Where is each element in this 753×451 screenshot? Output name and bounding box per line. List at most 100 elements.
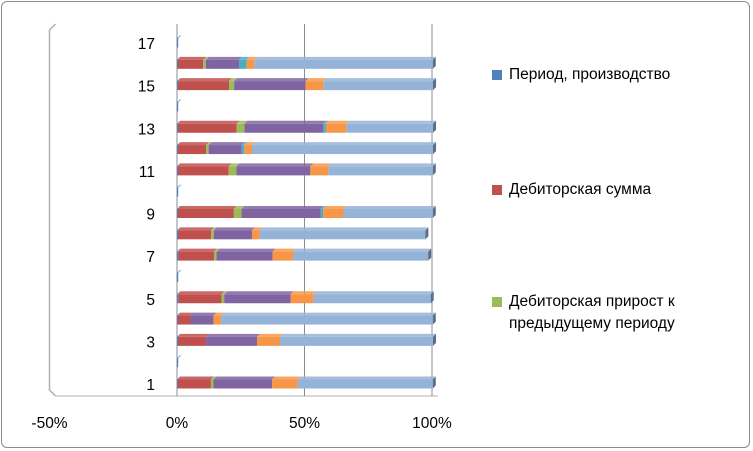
bar-segment	[221, 291, 228, 304]
bar-segment	[310, 163, 332, 176]
bar-segment	[177, 248, 182, 261]
bar-segment	[259, 227, 429, 240]
bar-segment	[229, 78, 238, 91]
y-tick-label: 5	[146, 292, 155, 309]
bar-segment	[328, 163, 436, 176]
bar-segment	[234, 78, 309, 91]
bar-end-cap	[432, 376, 436, 389]
bars	[177, 35, 437, 389]
legend-item-3: Дебиторская прирост к предыдущему период…	[492, 291, 742, 335]
bar-segment	[224, 291, 294, 304]
bar-segment	[244, 142, 255, 155]
bar-segment	[177, 78, 182, 91]
x-tick-label: -50%	[31, 415, 67, 432]
bar-segment	[190, 312, 217, 325]
y-tick-label: 11	[139, 164, 155, 181]
y-tick-label: 3	[146, 334, 155, 351]
bar-end-cap	[428, 248, 432, 261]
bar-end-cap	[433, 142, 437, 155]
bar-segment	[177, 206, 237, 218]
bar-segment	[211, 227, 217, 240]
bar-end-cap	[425, 227, 429, 240]
bar-segment	[305, 78, 327, 91]
wall-top-edge	[48, 23, 57, 31]
bar-segment	[241, 142, 248, 155]
bar-segment	[177, 312, 194, 325]
bar-segment	[210, 376, 217, 389]
bar-segment	[244, 120, 327, 133]
bar-segment	[241, 206, 324, 218]
x-tick-label: 100%	[412, 415, 452, 432]
x-tick-labels: -50% 0% 50% 100%	[31, 415, 452, 432]
bar-segment	[213, 376, 276, 389]
bar-segment	[178, 333, 210, 346]
legend-label-3: Дебиторская прирост к предыдущему период…	[509, 293, 675, 332]
x-tick-label: 0%	[166, 415, 189, 432]
y-tick-label: 7	[146, 249, 155, 266]
bar-segment	[177, 269, 182, 282]
legend-label-2: Дебиторская сумма	[509, 181, 652, 198]
bar-segment	[233, 206, 245, 218]
bar-segment	[178, 78, 233, 91]
bar-segment	[178, 248, 217, 261]
bar-segment	[177, 163, 232, 176]
bar-segment	[178, 227, 215, 240]
bar-end-cap	[430, 291, 434, 304]
bar-segment	[205, 56, 242, 69]
bar-segment	[216, 248, 276, 261]
bar-segment	[177, 120, 182, 133]
bar-segment	[206, 333, 261, 346]
bar-segment	[177, 142, 182, 155]
y-tick-label: 1	[146, 377, 155, 394]
legend-item-1: Период, производство	[492, 64, 742, 86]
bar-segment	[343, 206, 436, 218]
bar-segment	[178, 120, 240, 133]
y-tick-label: 9	[146, 207, 155, 224]
bar-segment	[177, 56, 207, 69]
bar-segment	[213, 248, 220, 261]
bar-segment	[323, 120, 329, 133]
wall-edge	[48, 30, 57, 397]
bar-segment	[325, 120, 350, 133]
bar-segment	[251, 142, 437, 155]
bar-segment	[177, 355, 182, 368]
bar-segment	[246, 56, 258, 69]
bar-segment	[213, 227, 255, 240]
bar-segment	[236, 163, 314, 176]
bar-end-cap	[432, 206, 436, 218]
bar-segment	[177, 333, 182, 346]
y-tick-label: 13	[138, 121, 155, 138]
bar-segment	[272, 376, 301, 389]
plot-floor	[48, 23, 438, 397]
bar-segment	[177, 184, 182, 197]
bar-segment	[203, 56, 209, 69]
bar-segment	[323, 78, 437, 91]
legend-item-2: Дебиторская сумма	[492, 179, 742, 201]
bar-segment	[280, 333, 437, 346]
bar-segment	[206, 142, 212, 155]
bar-segment	[213, 312, 225, 325]
bar-segment	[221, 312, 436, 325]
bar-segment	[177, 99, 182, 112]
bar-end-cap	[432, 163, 436, 176]
legend-label-1: Период, производство	[509, 66, 671, 83]
bar-segment	[208, 142, 245, 155]
bar-end-cap	[433, 78, 437, 91]
bar-segment	[320, 206, 327, 218]
bar-segment	[238, 56, 250, 69]
bar-segment	[313, 291, 434, 304]
bar-end-cap	[433, 120, 437, 133]
bar-segment	[236, 120, 248, 133]
bar-segment	[272, 248, 297, 261]
y-tick-label: 17	[138, 36, 155, 53]
bar-end-cap	[433, 333, 437, 346]
bar-segment	[251, 227, 263, 240]
bar-segment	[293, 248, 432, 261]
bar-segment	[290, 291, 317, 304]
bar-segment	[178, 291, 225, 304]
bar-segment	[228, 163, 240, 176]
y-tick-label: 15	[138, 79, 155, 96]
bar-segment	[297, 376, 436, 389]
